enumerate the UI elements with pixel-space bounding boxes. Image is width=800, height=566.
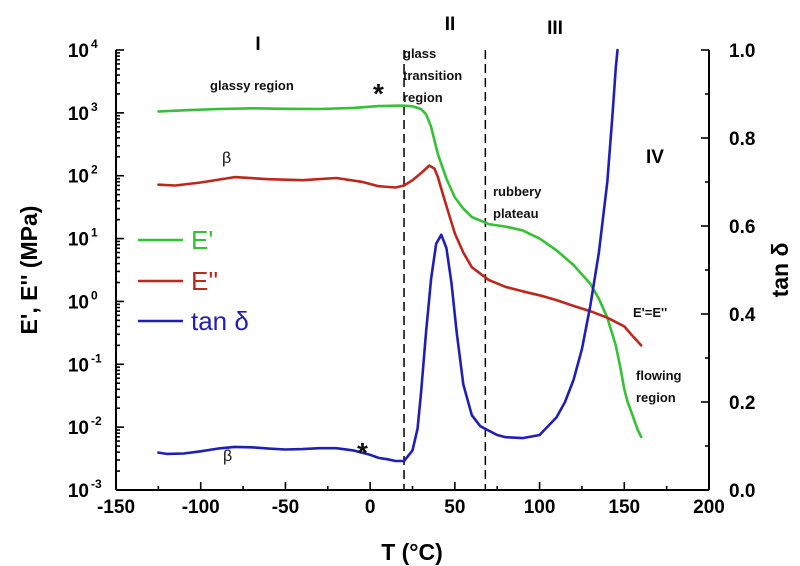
series-e-prime-line <box>157 104 643 439</box>
region-label-II: II <box>445 14 456 35</box>
left-y-tick-label: 10 <box>68 292 89 313</box>
left-y-tick-exponent: -1 <box>91 351 102 365</box>
crossover-label: E'=E'' <box>633 305 667 320</box>
rubbery-plateau-label-2: plateau <box>493 206 539 221</box>
left-y-axis-title: E', E'' (MPa) <box>16 206 42 335</box>
flowing-region-label-2: region <box>636 390 676 405</box>
glass-transition-label-3: region <box>403 90 443 105</box>
region-label-III: III <box>547 18 563 39</box>
x-tick-label: 100 <box>524 497 556 518</box>
x-tick-label: -100 <box>182 497 220 518</box>
left-y-tick-exponent: 2 <box>91 163 98 177</box>
left-y-tick-label: 10 <box>68 230 89 251</box>
glass-transition-label-1: glass <box>403 46 436 61</box>
left-y-tick-exponent: 0 <box>91 288 98 302</box>
legend-label-e-prime: E' <box>191 225 213 255</box>
right-y-tick-label: 0.4 <box>729 305 756 326</box>
legend-label-e-double-prime: E'' <box>191 266 218 296</box>
left-y-tick-label: 10 <box>68 418 89 439</box>
left-y-tick-label: 10 <box>68 355 89 376</box>
x-tick-label: -50 <box>272 497 299 518</box>
x-tick-label: 50 <box>444 497 465 518</box>
right-y-tick-label: 0.8 <box>729 129 755 150</box>
left-y-tick-exponent: -2 <box>91 414 102 428</box>
flowing-region-label-1: flowing <box>636 368 682 383</box>
star-upper-label: * <box>373 78 384 109</box>
left-y-tick-label: 10 <box>68 41 89 62</box>
right-y-tick-label: 0.6 <box>729 217 755 238</box>
beta-lower-label: β <box>223 448 232 465</box>
region-dividers <box>403 50 487 490</box>
beta-upper-label: β <box>222 150 231 167</box>
legend: E' E'' tan δ <box>138 225 249 336</box>
series-e-double-prime-line <box>157 164 643 347</box>
left-y-tick-label: 10 <box>68 481 89 502</box>
left-y-tick-exponent: 3 <box>91 100 98 114</box>
region-label-I: I <box>255 34 260 55</box>
left-y-tick-exponent: 4 <box>91 37 98 51</box>
right-y-tick-label: 1.0 <box>729 41 755 62</box>
left-y-tick-exponent: -3 <box>91 477 102 491</box>
right-y-tick-label: 0.0 <box>729 481 755 502</box>
legend-label-tan-delta: tan δ <box>191 306 249 336</box>
series-tan-delta-line <box>157 48 619 463</box>
x-axis-title: T (°C) <box>381 539 443 565</box>
right-y-tick-label: 0.2 <box>729 393 755 414</box>
x-tick-label: -150 <box>97 497 135 518</box>
right-y-axis-title: tan δ <box>767 243 793 298</box>
star-lower-label: * <box>357 437 368 468</box>
x-tick-label: 200 <box>693 497 725 518</box>
x-tick-label: 0 <box>365 497 376 518</box>
rubbery-plateau-label-1: rubbery <box>493 184 542 199</box>
x-axis-ticks: -150 -100 -50 0 50 100 150 200 <box>97 482 725 518</box>
glassy-region-label: glassy region <box>210 78 294 93</box>
series-layer <box>157 48 643 463</box>
left-y-tick-label: 10 <box>68 104 89 125</box>
x-tick-label: 150 <box>608 497 640 518</box>
right-y-axis-ticks: 0.0 0.2 0.4 0.6 0.8 1.0 <box>701 41 756 502</box>
left-y-tick-exponent: 1 <box>91 226 98 240</box>
left-y-tick-label: 10 <box>68 167 89 188</box>
glass-transition-label-2: transition <box>403 68 462 83</box>
region-label-IV: IV <box>646 147 664 168</box>
